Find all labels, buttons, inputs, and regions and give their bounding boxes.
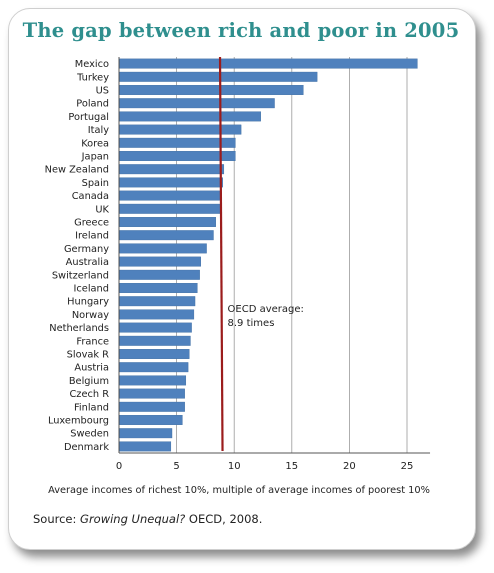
bar xyxy=(119,269,200,280)
category-label: Sweden xyxy=(70,429,109,440)
bar xyxy=(119,375,187,386)
category-label: Netherlands xyxy=(49,323,109,334)
reference-line-group: OECD average: 8.9 times xyxy=(218,56,304,452)
category-label: Iceland xyxy=(74,284,109,295)
oecd-average-line xyxy=(218,56,224,452)
source-prefix: Source: xyxy=(33,512,81,526)
category-label: Denmark xyxy=(64,442,109,453)
source-title: Growing Unequal? xyxy=(80,512,186,526)
bar-layer xyxy=(119,58,418,452)
category-label: Finland xyxy=(74,402,109,413)
bar xyxy=(119,243,207,254)
category-label: Spain xyxy=(82,178,109,189)
bar xyxy=(119,296,196,307)
bar xyxy=(119,309,195,320)
bar xyxy=(119,164,225,175)
chart-title: The gap between rich and poor in 2005 xyxy=(22,19,460,42)
bar xyxy=(119,441,172,452)
category-label: Slovak R xyxy=(67,350,110,361)
bar xyxy=(119,177,223,188)
category-label: Canada xyxy=(72,191,109,202)
source-note: Source: Growing Unequal? OECD, 2008. xyxy=(33,512,262,526)
category-label: US xyxy=(96,86,109,97)
category-label: France xyxy=(76,336,109,347)
category-label: Luxembourg xyxy=(48,416,109,427)
x-tick-label: 15 xyxy=(285,461,298,472)
category-label: Norway xyxy=(72,310,109,321)
bar xyxy=(119,349,190,359)
bar xyxy=(119,58,418,69)
category-label: Czech R xyxy=(69,389,109,400)
bar xyxy=(119,256,201,267)
bar xyxy=(119,230,214,241)
bar xyxy=(119,98,275,109)
source-suffix: OECD, 2008. xyxy=(185,512,263,526)
category-label: Japan xyxy=(81,152,109,163)
grid-layer xyxy=(176,57,408,453)
bar xyxy=(119,335,191,346)
bar xyxy=(119,322,192,333)
category-labels: Mexico Turkey US Poland Portugal Italy Korea Ja… xyxy=(45,59,110,453)
x-tick-label: 25 xyxy=(401,461,414,472)
x-tick-label: 5 xyxy=(173,461,179,472)
x-tick-label: 0 xyxy=(116,461,122,472)
category-label: Australia xyxy=(66,257,109,268)
x-axis-label: Average incomes of richest 10%, multiple… xyxy=(48,485,430,496)
x-tick-label: 10 xyxy=(228,461,241,472)
category-label: Belgium xyxy=(69,376,109,387)
bar xyxy=(119,71,318,82)
category-label: Germany xyxy=(64,244,109,255)
bar xyxy=(119,137,236,148)
category-label: Hungary xyxy=(67,297,109,308)
category-label: New Zealand xyxy=(45,165,109,176)
bar xyxy=(119,362,189,373)
category-label: Switzerland xyxy=(52,270,109,281)
bar xyxy=(119,124,242,135)
bar xyxy=(119,190,222,201)
category-label: Ireland xyxy=(75,231,109,242)
category-label: Mexico xyxy=(75,59,109,70)
bar xyxy=(119,401,185,412)
bar xyxy=(119,111,261,122)
oecd-average-value-label: 8.9 times xyxy=(228,318,275,329)
bar xyxy=(119,428,173,439)
category-label: Greece xyxy=(74,218,109,229)
category-label: Portugal xyxy=(68,112,109,123)
bar xyxy=(119,203,221,214)
bar xyxy=(119,388,185,399)
bar xyxy=(119,151,236,161)
category-label: Italy xyxy=(88,125,109,136)
x-axis: 0 5 10 15 20 25 xyxy=(116,57,431,472)
category-label: UK xyxy=(95,204,109,215)
category-label: Korea xyxy=(81,138,109,149)
category-label: Poland xyxy=(76,99,109,110)
category-label: Austria xyxy=(74,363,109,374)
bar xyxy=(119,217,216,227)
bar xyxy=(119,85,304,95)
x-tick-label: 20 xyxy=(343,461,356,472)
category-label: Turkey xyxy=(76,72,109,83)
bar xyxy=(119,415,183,425)
bar xyxy=(119,283,198,293)
oecd-average-label: OECD average: xyxy=(228,304,304,315)
